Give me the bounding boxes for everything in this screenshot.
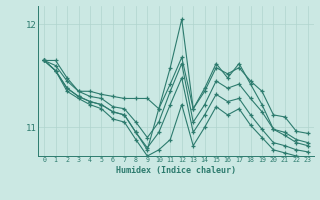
X-axis label: Humidex (Indice chaleur): Humidex (Indice chaleur) [116,166,236,175]
